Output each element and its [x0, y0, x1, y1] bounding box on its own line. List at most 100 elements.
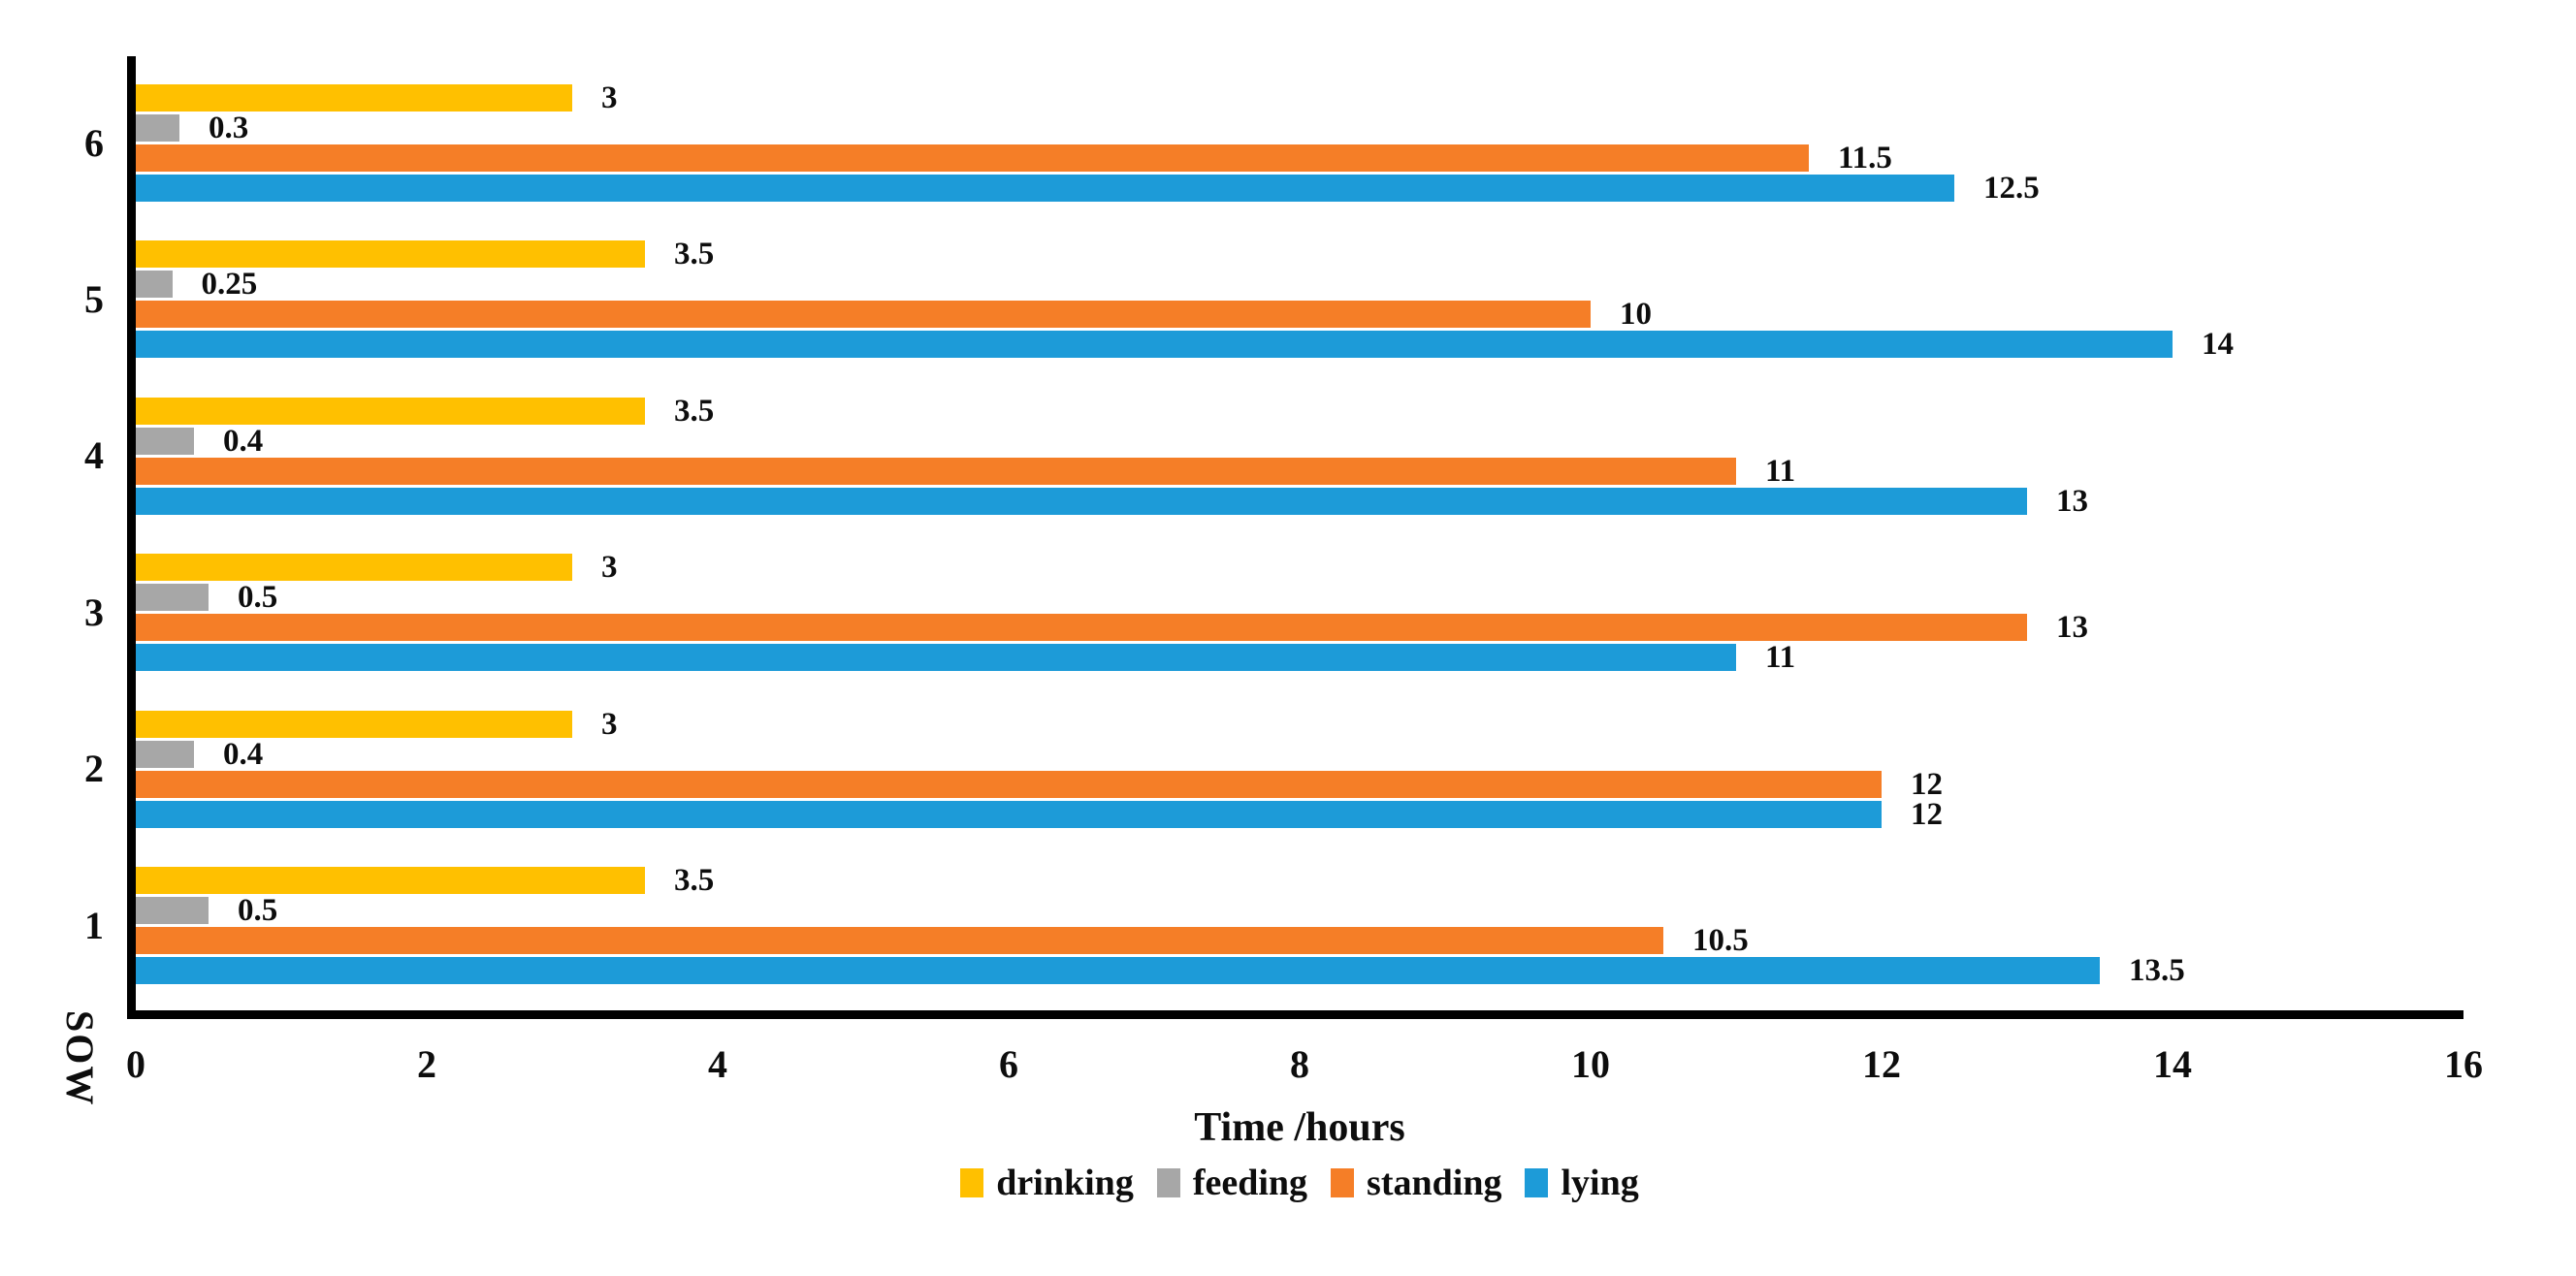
standing-bar-row: 12 [136, 766, 2463, 802]
value-label: 0.25 [201, 267, 258, 303]
drinking-bar-sow-1 [136, 867, 645, 894]
feeding-legend-swatch-icon [1156, 1168, 1180, 1197]
legend-item-lying: lying [1525, 1162, 1639, 1204]
standing-bar-sow-1 [136, 927, 1663, 954]
drinking-bar-sow-2 [136, 710, 572, 738]
bar-group-sow-6: 6 3 0.3 11.5 12.5 [84, 80, 2463, 205]
y-category-label: 1 [84, 903, 104, 947]
x-tick-label: 0 [126, 1042, 145, 1086]
drinking-bar-row: 3.5 [136, 863, 2463, 898]
drinking-bar-sow-6 [136, 84, 572, 112]
bar-group-sow-3: 3 3 0.5 13 11 [84, 550, 2463, 676]
bar-group-sow-2: 2 3 0.4 12 12 [84, 706, 2463, 832]
x-tick-label: 12 [1862, 1042, 1901, 1086]
legend-item-standing: standing [1331, 1162, 1501, 1204]
x-tick-label: 8 [1290, 1042, 1309, 1086]
value-label: 13 [2056, 483, 2088, 519]
value-label: 0.5 [238, 893, 278, 928]
value-label: 3.5 [674, 237, 715, 272]
drinking-bar-row: 3 [136, 550, 2463, 586]
value-label: 10.5 [1692, 923, 1749, 958]
value-label: 11 [1765, 640, 1796, 676]
legend-item-drinking: drinking [960, 1162, 1134, 1204]
lying-bar-sow-3 [136, 644, 1736, 672]
standing-bar-row: 10.5 [136, 923, 2463, 958]
feeding-bar-sow-3 [136, 584, 209, 612]
lying-bar-sow-6 [136, 175, 1954, 202]
x-tick-label: 10 [1571, 1042, 1610, 1086]
drinking-bar-sow-4 [136, 397, 645, 425]
value-label: 13.5 [2129, 953, 2185, 988]
feeding-bar-sow-6 [136, 114, 179, 142]
feeding-bar-row: 0.5 [136, 580, 2463, 616]
standing-bar-sow-5 [136, 301, 1591, 329]
standing-legend-swatch-icon [1331, 1168, 1355, 1197]
value-label: 3.5 [674, 863, 715, 898]
feeding-bar-row: 0.3 [136, 112, 2463, 144]
y-category-label: 4 [84, 433, 104, 478]
x-axis-title: Time /hours [1194, 1105, 1405, 1150]
value-label: 0.4 [223, 423, 264, 459]
y-axis-title: SOW [58, 1010, 102, 1107]
y-category-label: 6 [84, 120, 104, 165]
legend: drinking feeding standing lying [136, 1162, 2463, 1204]
y-category-label: 2 [84, 747, 104, 791]
x-tick-label: 14 [2153, 1042, 2192, 1086]
lying-bar-row: 13.5 [136, 953, 2463, 988]
value-label: 3 [601, 550, 618, 586]
value-label: 0.4 [223, 736, 264, 772]
y-category-label: 5 [84, 276, 104, 321]
standing-bar-sow-6 [136, 144, 1809, 172]
x-tick-label: 6 [999, 1042, 1018, 1086]
value-label: 10 [1620, 297, 1652, 333]
standing-bar-row: 11 [136, 453, 2463, 489]
lying-bar-row: 12.5 [136, 173, 2463, 205]
value-label: 11.5 [1838, 141, 1892, 175]
feeding-bar-row: 0.25 [136, 267, 2463, 303]
value-label: 14 [2202, 327, 2234, 363]
drinking-bar-row: 3 [136, 80, 2463, 115]
value-label: 11 [1765, 453, 1796, 489]
legend-item-feeding: feeding [1156, 1162, 1308, 1204]
feeding-bar-sow-5 [136, 271, 173, 299]
lying-bar-sow-2 [136, 800, 1882, 828]
x-tick-label: 16 [2444, 1042, 2483, 1086]
feeding-bar-row: 0.5 [136, 893, 2463, 928]
lying-bar-row: 14 [136, 327, 2463, 363]
value-label: 0.5 [238, 580, 278, 616]
value-label: 12 [1911, 766, 1943, 802]
lying-bar-row: 11 [136, 640, 2463, 676]
lying-bar-row: 12 [136, 796, 2463, 832]
y-category-label: 3 [84, 590, 104, 634]
drinking-bar-row: 3.5 [136, 237, 2463, 272]
standing-bar-row: 10 [136, 297, 2463, 333]
feeding-bar-row: 0.4 [136, 423, 2463, 459]
value-label: 13 [2056, 610, 2088, 646]
drinking-bar-sow-3 [136, 554, 572, 582]
bar-group-sow-4: 4 3.5 0.4 11 13 [84, 393, 2463, 519]
drinking-legend-swatch-icon [960, 1168, 984, 1197]
standing-bar-sow-3 [136, 614, 2027, 642]
legend-label: drinking [996, 1163, 1134, 1203]
x-tick-label: 2 [417, 1042, 436, 1086]
standing-bar-row: 13 [136, 610, 2463, 646]
feeding-bar-sow-4 [136, 427, 194, 455]
feeding-bar-row: 0.4 [136, 736, 2463, 772]
value-label: 12 [1911, 796, 1943, 832]
drinking-bar-row: 3 [136, 706, 2463, 742]
drinking-bar-row: 3.5 [136, 393, 2463, 429]
x-tick-label: 4 [708, 1042, 727, 1086]
lying-bar-row: 13 [136, 483, 2463, 519]
feeding-bar-sow-2 [136, 740, 194, 768]
legend-label: lying [1561, 1163, 1639, 1203]
lying-bar-sow-4 [136, 487, 2027, 515]
value-label: 3 [601, 706, 618, 742]
bar-group-sow-1: 1 3.5 0.5 10.5 13.5 [84, 863, 2463, 988]
value-label: 3.5 [674, 393, 715, 429]
standing-bar-row: 11.5 [136, 141, 2463, 175]
legend-label: standing [1367, 1163, 1502, 1203]
value-label: 3 [601, 80, 618, 115]
drinking-bar-sow-5 [136, 240, 645, 269]
legend-label: feeding [1192, 1163, 1308, 1203]
